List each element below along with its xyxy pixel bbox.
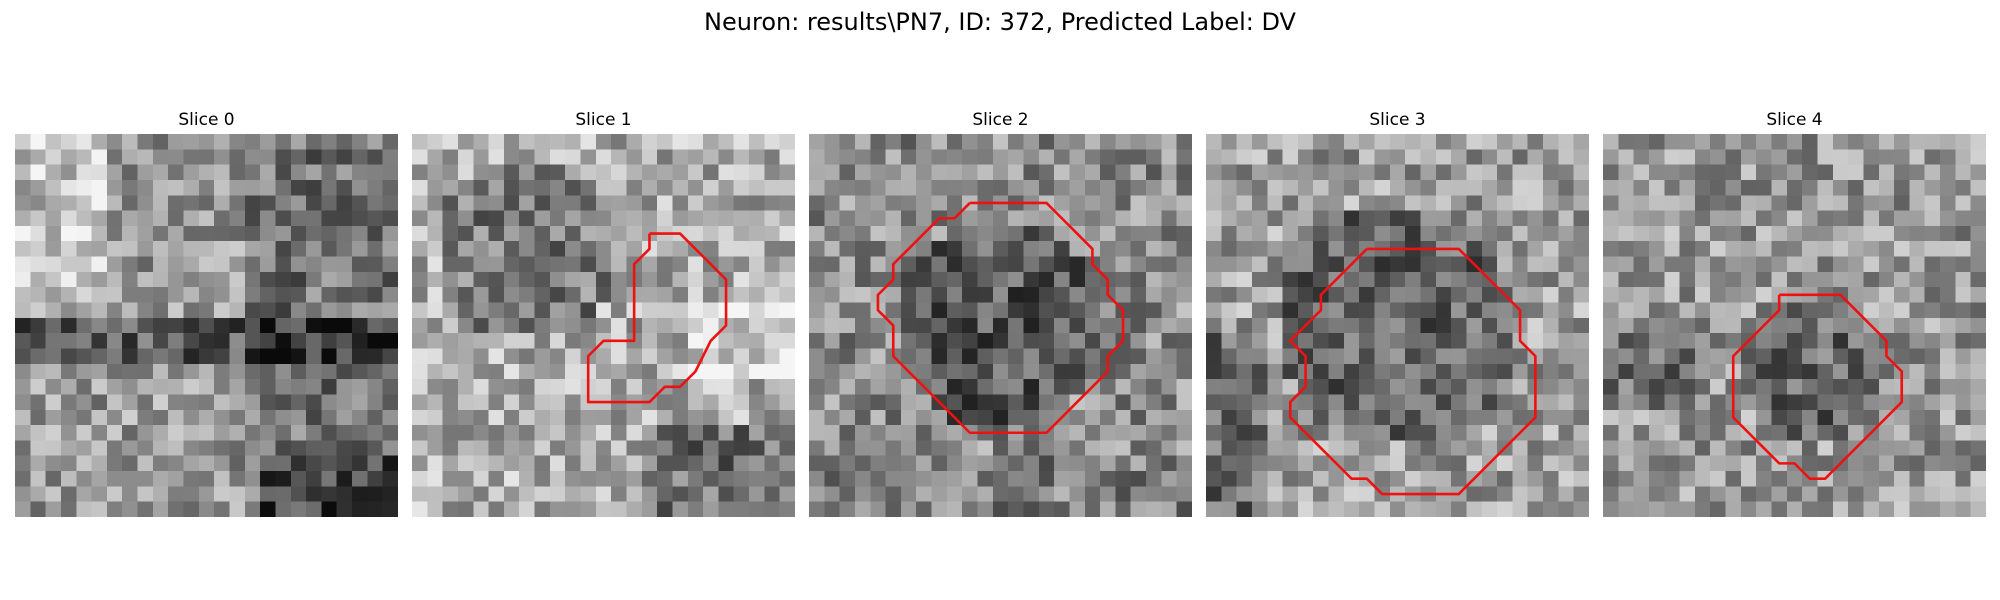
slice-2-contour [876,201,1125,435]
slice-3-contour [1288,247,1537,496]
slice-2-image [809,134,1192,517]
slice-2-title: Slice 2 [972,110,1029,130]
slice-0-image [15,134,398,517]
slice-1-canvas [412,134,795,517]
slice-2-canvas [809,134,1192,517]
slice-4-canvas [1603,134,1986,517]
slice-4-image [1603,134,1986,517]
pixel-grid [809,134,1192,517]
slice-3-image [1206,134,1589,517]
pixel-grid [1206,134,1589,517]
figure-title: Neuron: results\PN7, ID: 372, Predicted … [704,8,1296,36]
slice-0-canvas [15,134,398,517]
slice-1-image [412,134,795,517]
slice-1-title: Slice 1 [575,110,632,130]
slice-4-contour [1731,293,1904,481]
slice-1-contour [586,232,728,404]
pixel-grid [412,134,795,517]
pixel-grid [15,134,398,517]
slice-0-title: Slice 0 [178,110,235,130]
slice-3-title: Slice 3 [1369,110,1426,130]
slice-3-canvas [1206,134,1589,517]
pixel-grid [1603,134,1986,517]
slice-4-title: Slice 4 [1766,110,1823,130]
